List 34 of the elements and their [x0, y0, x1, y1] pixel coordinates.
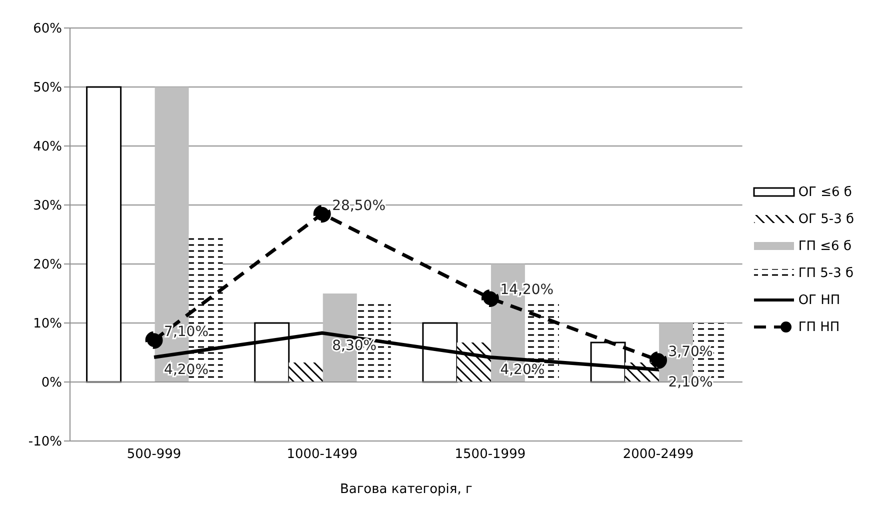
data-label: 8,30%	[332, 338, 377, 354]
y-tick-label: 20%	[33, 258, 62, 273]
y-tick-label: 0%	[41, 376, 62, 391]
x-tick-label: 500-999	[126, 447, 182, 462]
data-label: 2,10%	[668, 374, 713, 391]
legend-label: ОГ ≤6 б	[798, 184, 852, 200]
bar	[288, 362, 323, 382]
y-tick-label: 40%	[33, 140, 62, 155]
y-tick-label: 50%	[33, 80, 62, 96]
data-label: 28,50%	[332, 198, 386, 214]
point	[481, 289, 499, 307]
data-label: 3,70%	[668, 344, 713, 360]
legend-label: ОГ НП	[798, 292, 840, 308]
x-tick-label: 1500-1999	[454, 447, 526, 462]
point	[145, 331, 163, 349]
bar	[456, 342, 491, 382]
data-label: 7,10%	[164, 324, 209, 340]
data-label: 4,20%	[164, 362, 209, 378]
y-tick-label: 30%	[33, 198, 62, 214]
data-label: 14,20%	[500, 282, 554, 298]
y-tick-label: -10%	[28, 434, 62, 450]
legend-label: ГП ≤6 б	[798, 238, 852, 254]
legend-label: ГП 5-3 б	[798, 266, 854, 280]
data-label: 4,20%	[500, 362, 545, 378]
x-tick-label: 1000-1499	[286, 447, 358, 462]
point	[650, 351, 668, 369]
x-tick-label: 2000-2499	[622, 447, 694, 462]
y-tick-label: 60%	[33, 22, 62, 37]
bar	[86, 86, 122, 383]
x-axis-title: Вагова категорія, г	[340, 482, 473, 497]
y-tick-label: 10%	[33, 316, 62, 332]
legend-label: ГП НП	[798, 320, 840, 334]
point	[313, 205, 331, 223]
legend-label: ОГ 5-3 б	[798, 212, 854, 226]
